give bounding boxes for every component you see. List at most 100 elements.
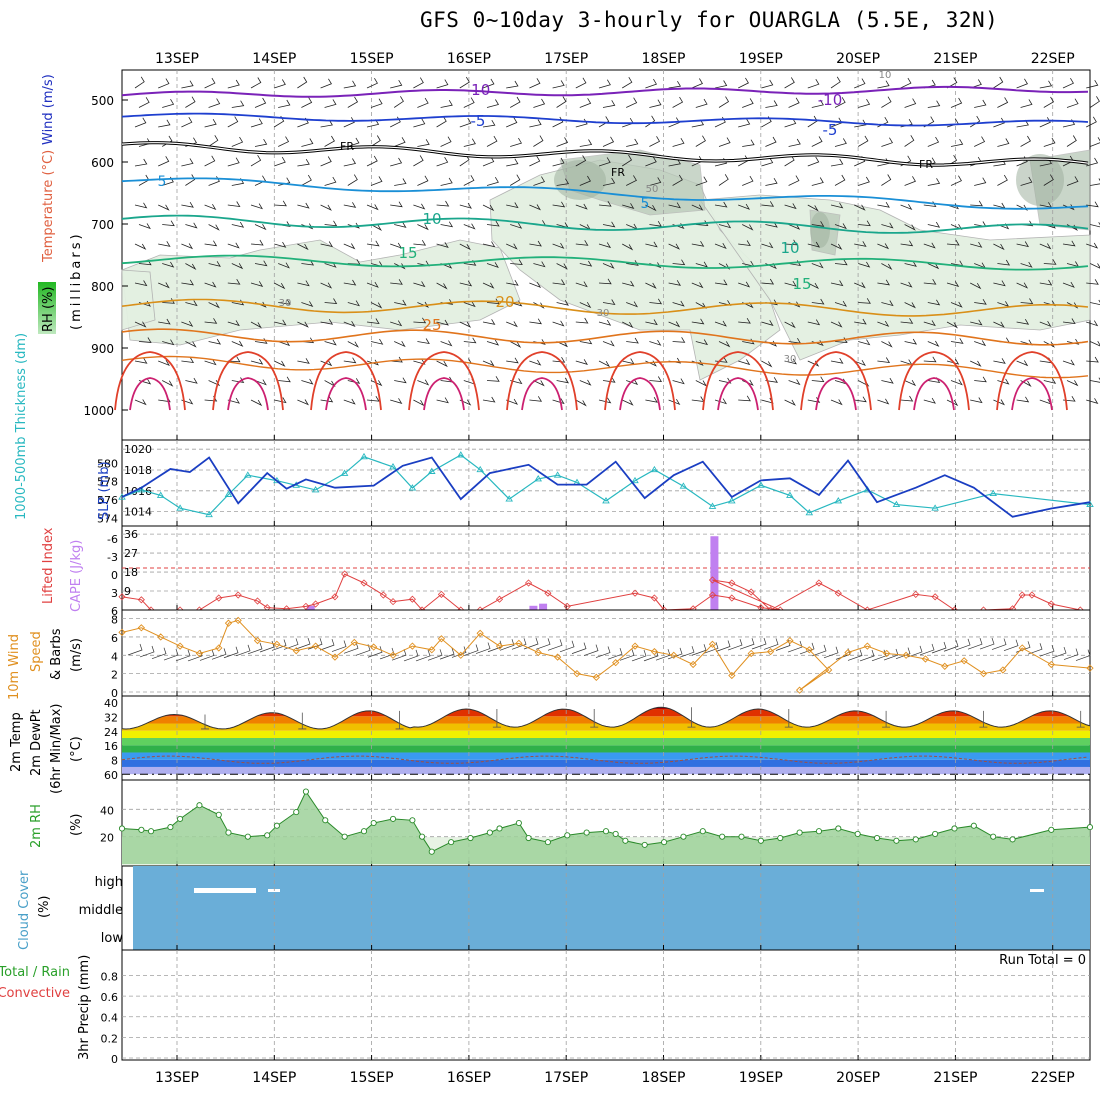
wind-barb xyxy=(1016,396,1030,403)
wind-barb xyxy=(579,301,592,309)
wind-barb xyxy=(811,262,824,269)
wind-barb xyxy=(645,319,658,326)
ylabel-3hr-precip: 3hr Precip (mm) xyxy=(77,955,92,1060)
wind-barb xyxy=(436,115,447,128)
wind-barb xyxy=(1016,204,1028,211)
rh-point xyxy=(486,829,493,836)
wind-barb xyxy=(390,157,403,167)
wind-barb xyxy=(366,318,380,324)
precip-tick-0.4: 0.4 xyxy=(101,1012,119,1025)
wind-barb xyxy=(320,119,333,128)
temp-minmax-bar xyxy=(395,710,404,730)
wind-barb xyxy=(227,157,240,167)
ylabel-6hr-minmax: (6hr Min/Max) xyxy=(49,704,64,794)
sfc-wind-barb xyxy=(1015,641,1031,653)
wind-barb xyxy=(390,201,403,208)
wind-barb xyxy=(208,135,219,147)
thickness-point xyxy=(989,489,997,497)
sfc-wind-barb xyxy=(1027,643,1043,655)
upper-ytick-700: 700 xyxy=(91,218,114,232)
wind-barb xyxy=(788,379,801,386)
sfc-wind-barb xyxy=(295,637,311,650)
wind-barb xyxy=(274,397,287,404)
sfc-wind-barb xyxy=(1051,646,1067,659)
wind10m-panel: 8 6 4 2 0 xyxy=(111,609,1094,700)
wind-barb xyxy=(556,178,570,186)
wind-barb xyxy=(533,380,545,387)
sfc-wind-barb xyxy=(523,637,539,650)
wind-barb xyxy=(459,243,471,251)
wind-barb xyxy=(900,240,914,247)
wind-barb xyxy=(413,358,426,365)
li-point xyxy=(931,593,939,601)
wind-barb xyxy=(227,320,240,327)
wind-barb xyxy=(162,220,175,227)
contour-35-hump xyxy=(913,377,955,411)
wind-barb xyxy=(440,136,452,147)
thickness-point xyxy=(476,465,484,473)
rh-point xyxy=(370,819,377,827)
wind-barb xyxy=(436,79,449,89)
wind-barb xyxy=(649,99,662,108)
wind-barb xyxy=(1086,116,1097,128)
li-point xyxy=(708,576,717,584)
wind-barb xyxy=(602,136,615,147)
wind-barb xyxy=(904,98,917,108)
wind-barb xyxy=(227,201,241,207)
wind-barb xyxy=(1020,261,1033,268)
wind-barb xyxy=(482,119,496,128)
precip-tick-0: 0 xyxy=(111,1053,118,1066)
wind-barb xyxy=(394,299,407,306)
rh-tick-40: 40 xyxy=(100,804,114,817)
ylabel-temperature: Temperature (°C) xyxy=(41,150,56,263)
wind-barb xyxy=(672,137,685,147)
wind-barb xyxy=(923,356,937,363)
wind-point xyxy=(389,651,397,659)
wind-point xyxy=(786,636,794,645)
sfc-wind-barb xyxy=(859,649,875,662)
wind-barb xyxy=(761,320,774,326)
wind-barb xyxy=(854,318,867,325)
rh-point xyxy=(448,839,455,846)
sfc-wind-barb xyxy=(619,649,635,661)
wind-barb xyxy=(134,76,145,89)
sfc-wind-barb xyxy=(571,642,587,654)
wind-barb xyxy=(622,203,635,209)
wind-barb xyxy=(254,175,266,186)
wind-barb xyxy=(1090,377,1100,383)
wind-barb xyxy=(552,157,565,167)
contour-30-hump xyxy=(800,351,872,411)
wind-point xyxy=(1018,644,1026,652)
wind-barb xyxy=(185,341,197,348)
wind-barb xyxy=(208,302,220,309)
temp-band xyxy=(122,766,1090,775)
contour-label: 15 xyxy=(792,275,811,293)
wind-barb xyxy=(297,202,310,209)
contour-label: FR xyxy=(340,140,354,153)
wind-barb xyxy=(950,379,963,386)
wind-barb xyxy=(208,261,221,267)
upper-air-panel: -10 -10 -5 -5 FR FR FR 5 5 10 10 15 15 20 25 30 30 30 50 10… xyxy=(83,69,1100,441)
thickness-point xyxy=(224,490,233,497)
wind-barb xyxy=(784,280,797,287)
wind-barb xyxy=(997,378,1010,385)
wind-barb xyxy=(417,175,429,186)
wind-barb xyxy=(738,395,751,402)
thickness-point xyxy=(834,497,843,504)
sfc-wind-barb xyxy=(463,644,479,656)
wind-barb xyxy=(370,98,383,108)
wind-barb xyxy=(1039,117,1051,128)
wind-barb xyxy=(1066,302,1079,309)
sfc-wind-barb xyxy=(979,637,995,650)
wind-barb xyxy=(1062,395,1076,402)
wind-barb xyxy=(695,380,708,387)
temp-minmax-bar xyxy=(784,709,793,728)
wind-barb xyxy=(811,376,825,383)
wind-barb xyxy=(834,138,847,147)
sfc-wind-barb xyxy=(703,642,719,654)
wind-barb xyxy=(602,340,615,347)
contour-30-hump xyxy=(506,351,578,411)
wind-point xyxy=(476,629,484,637)
contour-10 xyxy=(121,214,1089,234)
